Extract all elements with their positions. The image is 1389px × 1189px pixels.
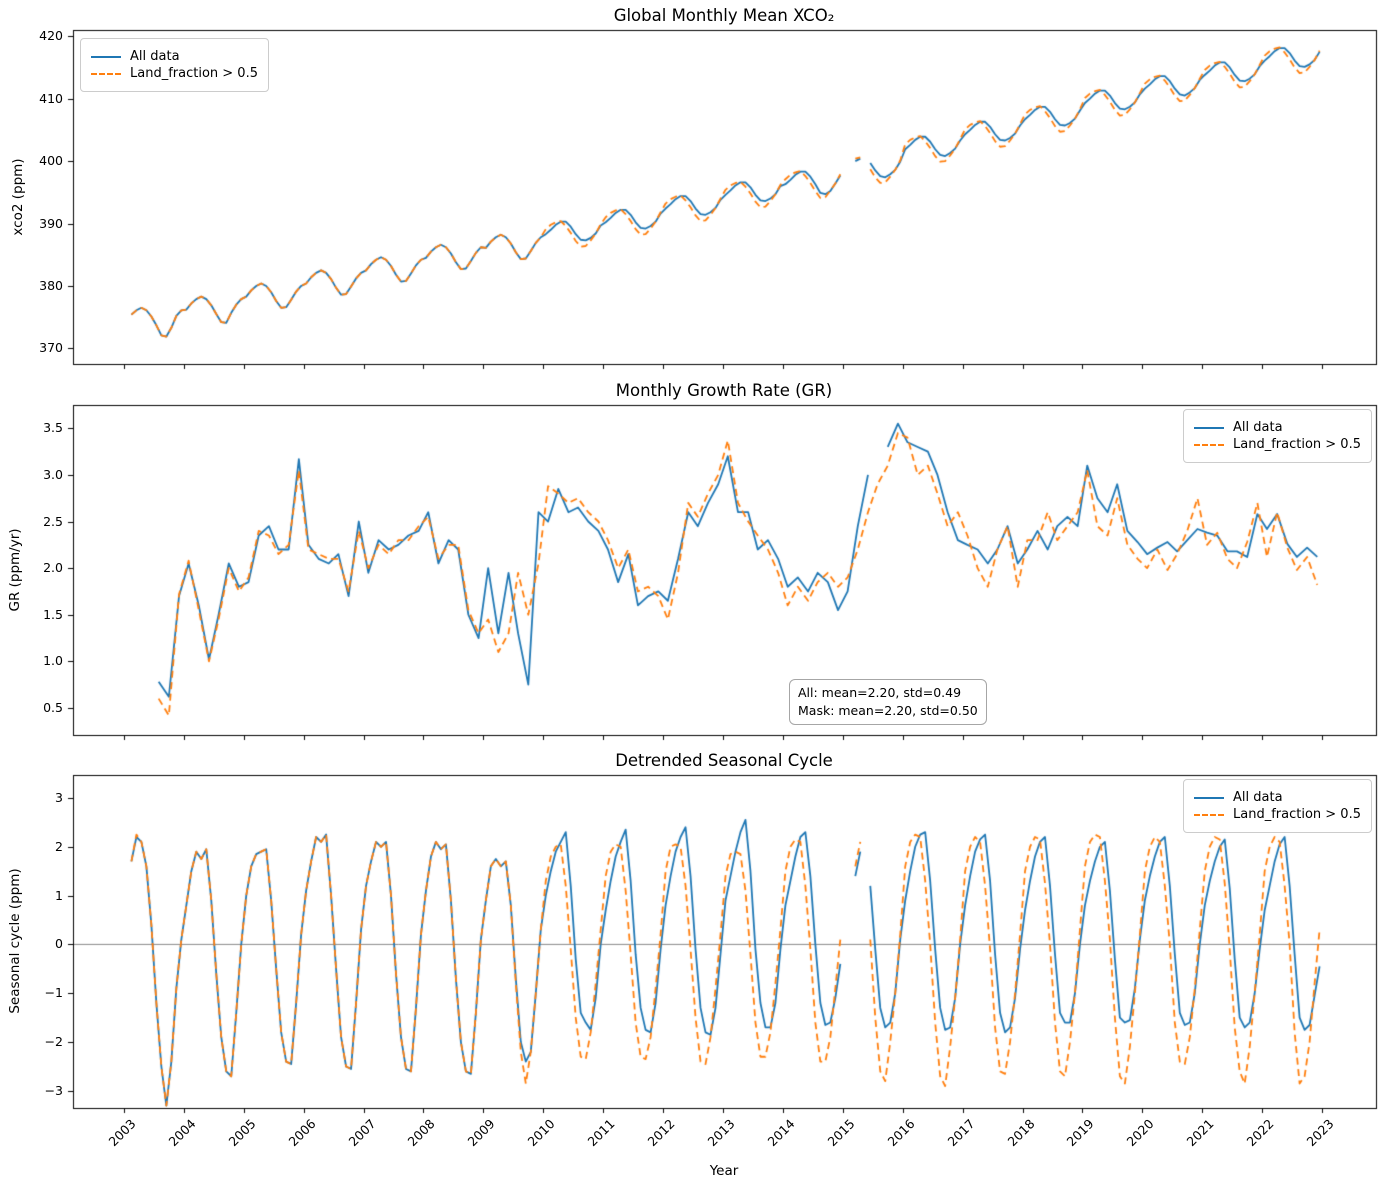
y-tick-label: 3.5: [43, 420, 63, 436]
y-tick-label: 2.5: [43, 513, 63, 529]
legend-entry-all-data: All data: [91, 50, 258, 63]
y-tick-label: 1: [55, 887, 63, 903]
all-data-line-sample: [1194, 796, 1224, 799]
legend-entry-all-data: All data: [1194, 421, 1361, 434]
gr-stats-annotation: All: mean=2.20, std=0.49 Mask: mean=2.20…: [789, 679, 987, 726]
legend-chart3: All data Land_fraction > 0.5: [1183, 779, 1372, 833]
y-tick-label: 420: [39, 28, 63, 44]
land-fraction-line-sample: [1194, 443, 1224, 446]
y-tick-label: 2: [55, 838, 63, 854]
land-fraction-line-sample: [1194, 813, 1224, 816]
all-data-line-sample: [91, 55, 121, 58]
legend-label-all-data: All data: [1233, 420, 1283, 435]
legend-label-land-fraction: Land_fraction > 0.5: [1233, 437, 1361, 452]
y-tick-label: 3.0: [43, 466, 63, 482]
y-tick-label: −2: [44, 1034, 63, 1050]
y-tick-label: −1: [44, 985, 63, 1001]
y-tick-label: 2.0: [43, 560, 63, 576]
gr-stats-mask-line: Mask: mean=2.20, std=0.50: [798, 703, 978, 719]
legend-chart1: All data Land_fraction > 0.5: [80, 38, 269, 92]
chart3-title: Detrended Seasonal Cycle: [615, 751, 833, 770]
legend-label-land-fraction: Land_fraction > 0.5: [130, 66, 258, 81]
y-tick-label: 390: [39, 215, 63, 231]
legend-label-all-data: All data: [130, 49, 180, 64]
y-tick-label: 380: [39, 277, 63, 293]
legend-label-land-fraction: Land_fraction > 0.5: [1233, 807, 1361, 822]
y-tick-label: 3: [55, 789, 63, 805]
x-axis-label: Year: [709, 1163, 739, 1179]
legend-label-all-data: All data: [1233, 790, 1283, 805]
legend-entry-land-fraction: Land_fraction > 0.5: [1194, 808, 1361, 821]
gr-stats-all-line: All: mean=2.20, std=0.49: [798, 685, 962, 700]
legend-entry-all-data: All data: [1194, 791, 1361, 804]
y-tick-label: 370: [39, 340, 63, 356]
chart2-title: Monthly Growth Rate (GR): [615, 381, 833, 400]
legend-entry-land-fraction: Land_fraction > 0.5: [1194, 438, 1361, 451]
y-tick-label: 1.5: [43, 606, 63, 622]
legend-entry-land-fraction: Land_fraction > 0.5: [91, 67, 258, 80]
land-fraction-line-sample: [91, 72, 121, 75]
y-tick-label: 400: [39, 153, 63, 169]
y-tick-label: 1.0: [43, 653, 63, 669]
y-tick-label: 410: [39, 90, 63, 106]
y-tick-label: 0.5: [43, 699, 63, 715]
y-tick-label: −3: [44, 1082, 63, 1098]
y-tick-label: 0: [55, 936, 63, 952]
chart1-title: Global Monthly Mean XCO₂: [613, 6, 835, 25]
all-data-line-sample: [1194, 426, 1224, 429]
legend-chart2: All data Land_fraction > 0.5: [1183, 409, 1372, 463]
